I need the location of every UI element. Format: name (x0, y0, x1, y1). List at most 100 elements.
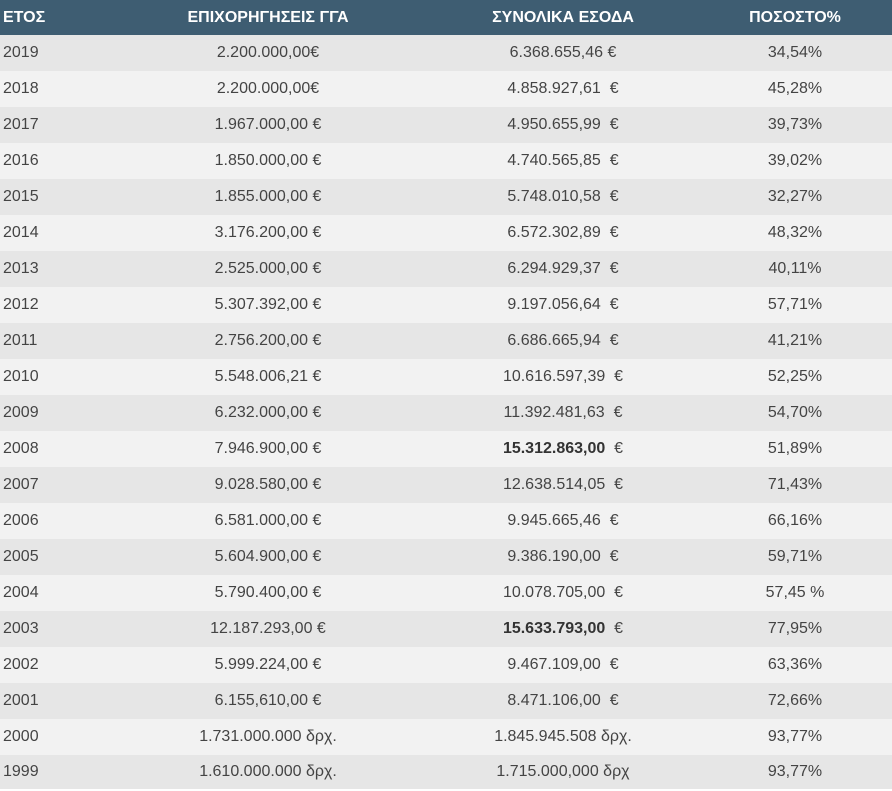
grants-cell: 1.610.000.000 δρχ. (199, 763, 337, 780)
year-cell: 2011 (3, 332, 38, 349)
income-cell: 10.616.597,39 € (428, 359, 698, 395)
income-unit: € (600, 548, 619, 565)
year-cell: 2004 (3, 584, 39, 601)
percent-cell: 52,25% (767, 368, 823, 385)
percent-cell: 40,11% (768, 260, 822, 277)
year-cell: 2003 (3, 620, 39, 637)
table-row: 2018 2.200.000,00€ 4.858.927,61 €45,28% (0, 71, 892, 107)
grants-cell: 9.028.580,00 € (214, 476, 322, 493)
income-value: 1.845.945.508 δρχ. (494, 728, 632, 745)
table-body: 2019 2.200.000,00€ 6.368.655,46 €34,54% 201… (0, 35, 892, 789)
income-unit: € (605, 620, 624, 637)
table-row: 2005 5.604.900,00 €9.386.190,00 €59,71% (0, 539, 892, 575)
grants-cell: 6.581.000,00 € (214, 512, 322, 529)
grants-cell: 1.967.000,00 € (214, 116, 322, 133)
percent-cell: 39,73% (767, 116, 823, 133)
grants-cell: 5.307.392,00 € (214, 296, 322, 313)
income-cell: 9.386.190,00 € (428, 539, 698, 575)
income-value: 9.197.056,64 (507, 296, 601, 313)
table-row: 2002 5.999.224,00 €9.467.109,00 €63,36% (0, 647, 892, 683)
income-cell: 4.950.655,99 € (428, 107, 698, 143)
income-value: 6.686.665,94 (507, 332, 601, 349)
year-cell: 2018 (3, 80, 39, 97)
grants-cell: 2.525.000,00 € (214, 260, 322, 277)
table-row: 2011 2.756.200,00 €6.686.665,94 €41,21% (0, 323, 892, 359)
income-cell: 15.633.793,00 € (428, 611, 698, 647)
table-row: 2013 2.525.000,00 €6.294.929,37 €40,11% (0, 251, 892, 287)
income-value: 15.633.793,00 (502, 620, 606, 637)
grants-cell: 5.790.400,00 € (214, 584, 322, 601)
header-year: ΕΤΟΣ (3, 8, 46, 26)
income-cell: 4.858.927,61 € (428, 71, 698, 107)
income-value: 1.715.000,000 δρχ (496, 763, 630, 780)
income-value: 5.748.010,58 (507, 188, 601, 205)
table-row: 2001 6.155,610,00 €8.471.106,00 €72,66% (0, 683, 892, 719)
percent-cell: 66,16% (767, 512, 823, 529)
percent-cell: 54,70% (767, 404, 823, 421)
income-unit: € (600, 656, 619, 673)
income-cell: 1.845.945.508 δρχ. (428, 719, 698, 755)
grants-cell: 2.756.200,00 € (214, 332, 322, 349)
percent-cell: 39,02% (767, 152, 823, 169)
grants-cell: 5.604.900,00 € (214, 548, 322, 565)
grants-cell: 2.200.000,00€ (216, 80, 320, 97)
income-unit: € (600, 512, 619, 529)
table-row: 1999 1.610.000.000 δρχ. 1.715.000,000 δρχ 9… (0, 755, 892, 789)
percent-cell: 63,36% (767, 656, 823, 673)
income-cell: 6.572.302,89 € (428, 215, 698, 251)
header-row: ΕΤΟΣ ΕΠΙΧΟΡΗΓΗΣΕΙΣ ΓΓΑ ΣΥΝΟΛΙΚΑ ΕΣΟΔΑ ΠΟ… (0, 0, 892, 35)
year-cell: 2010 (3, 368, 39, 385)
grants-cell: 1.855.000,00 € (214, 188, 322, 205)
year-cell: 1999 (3, 763, 39, 780)
year-cell: 2005 (3, 548, 39, 565)
income-cell: 6.368.655,46 € (428, 35, 698, 71)
table-row: 2009 6.232.000,00 €11.392.481,63 €54,70% (0, 395, 892, 431)
income-unit: € (605, 440, 624, 457)
income-unit: € (603, 44, 617, 61)
year-cell: 2009 (3, 404, 39, 421)
table-row: 2016 1.850.000,00 €4.740.565,85 €39,02% (0, 143, 892, 179)
year-cell: 2015 (3, 188, 39, 205)
year-cell: 2006 (3, 512, 39, 529)
income-cell: 10.078.705,00 € (428, 575, 698, 611)
income-value: 9.386.190,00 (507, 548, 601, 565)
header-percent: ΠΟΣΟΣΤΟ% (749, 8, 841, 26)
percent-cell: 93,77% (767, 763, 823, 780)
table-row: 2004 5.790.400,00 €10.078.705,00 €57,45 % (0, 575, 892, 611)
year-cell: 2002 (3, 656, 39, 673)
header-grants: ΕΠΙΧΟΡΗΓΗΣΕΙΣ ΓΓΑ (187, 8, 349, 26)
header-income: ΣΥΝΟΛΙΚΑ ΕΣΟΔΑ (492, 8, 634, 26)
table-header: ΕΤΟΣ ΕΠΙΧΟΡΗΓΗΣΕΙΣ ΓΓΑ ΣΥΝΟΛΙΚΑ ΕΣΟΔΑ ΠΟ… (0, 0, 892, 35)
percent-cell: 34,54% (767, 44, 823, 61)
table-row: 2015 1.855.000,00 € 5.748.010,58 € 32,27% (0, 179, 892, 215)
percent-cell: 72,66% (767, 692, 823, 709)
year-cell: 2016 (3, 152, 39, 169)
table-row: 2000 1.731.000.000 δρχ. 1.845.945.508 δρχ.… (0, 719, 892, 755)
grants-cell: 12.187.293,00 € (210, 620, 326, 637)
grants-cell: 7.946.900,00 € (214, 440, 322, 457)
percent-cell: 32,27% (767, 188, 823, 205)
income-value: 6.294.929,37 (507, 260, 601, 277)
income-unit: € (600, 296, 619, 313)
income-cell: 15.312.863,00 € (428, 431, 698, 467)
income-value: 4.858.927,61 (507, 80, 601, 97)
income-cell: 5.748.010,58 € (428, 179, 698, 215)
grants-cell: 3.176.200,00 € (214, 224, 322, 241)
income-value: 4.950.655,99 (507, 116, 601, 133)
year-cell: 2017 (3, 116, 39, 133)
percent-cell: 93,77% (767, 728, 823, 745)
grants-cell: 2.200.000,00€ (216, 44, 320, 61)
grants-cell: 1.731.000.000 δρχ. (199, 728, 337, 745)
table-row: 2017 1.967.000,00 € 4.950.655,99 € 39,73% (0, 107, 892, 143)
income-cell: 4.740.565,85 € (428, 143, 698, 179)
percent-cell: 77,95% (767, 620, 823, 637)
income-cell: 11.392.481,63 € (428, 395, 698, 431)
income-value: 9.945.665,46 (507, 512, 601, 529)
table-row: 2010 5.548.006,21 €10.616.597,39 €52,25% (0, 359, 892, 395)
income-cell: 9.467.109,00 € (428, 647, 698, 683)
income-unit: € (600, 80, 619, 97)
income-value: 15.312.863,00 (502, 440, 606, 457)
year-cell: 2013 (3, 260, 39, 277)
year-cell: 2001 (3, 692, 39, 709)
